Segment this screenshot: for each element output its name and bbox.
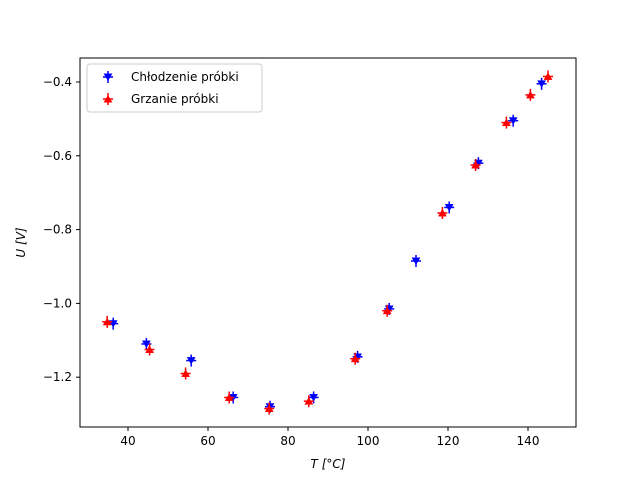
x-axis-label: T [°C]	[311, 457, 346, 471]
x-tick-label: 100	[357, 434, 380, 448]
data-point	[303, 395, 314, 408]
x-tick-label: 40	[120, 434, 135, 448]
legend-entry: Chłodzenie próbki	[103, 70, 239, 84]
data-point	[536, 77, 547, 90]
x-tick-label: 120	[437, 434, 460, 448]
x-tick-label: 80	[280, 434, 295, 448]
data-point	[444, 201, 455, 214]
legend-label: Chłodzenie próbki	[131, 70, 239, 84]
y-tick-label: −0.8	[43, 223, 72, 237]
data-point	[350, 352, 361, 365]
data-point	[525, 88, 536, 101]
legend: Chłodzenie próbki Grzanie próbki	[86, 63, 263, 113]
legend-label: Grzanie próbki	[131, 92, 219, 106]
data-point	[508, 114, 519, 127]
data-point	[411, 254, 421, 267]
legend-marker	[103, 93, 113, 105]
x-tick-label: 140	[517, 434, 540, 448]
y-tick-label: −1.0	[43, 296, 72, 310]
legend-marker	[103, 71, 113, 83]
y-axis-label: U [V]	[14, 227, 28, 257]
data-point	[224, 391, 235, 404]
series-heating	[102, 70, 553, 415]
legend-entry: Grzanie próbki	[103, 92, 219, 106]
data-point	[470, 159, 481, 172]
data-point	[437, 206, 448, 219]
plot-area-frame	[79, 57, 577, 428]
data-point	[102, 315, 113, 328]
legend-frame	[86, 63, 263, 113]
data-point	[186, 354, 197, 367]
y-tick-label: −1.2	[43, 370, 72, 384]
data-point	[543, 70, 553, 83]
data-point	[180, 367, 191, 380]
data-point	[264, 402, 275, 415]
data-point	[144, 343, 155, 356]
y-tick-label: −0.4	[43, 75, 72, 89]
x-tick-label: 60	[200, 434, 215, 448]
data-point	[382, 304, 393, 317]
data-point	[501, 116, 512, 129]
y-tick-label: −0.6	[43, 149, 72, 163]
